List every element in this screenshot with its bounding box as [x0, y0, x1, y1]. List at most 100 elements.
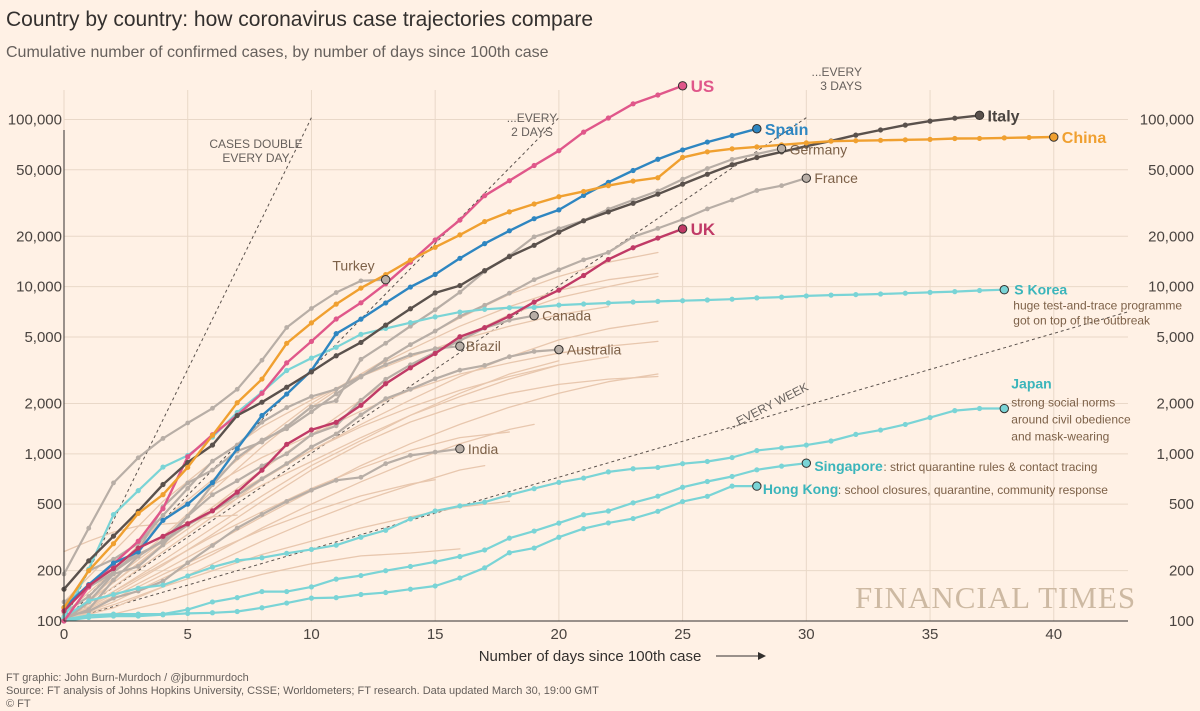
series-line-country	[63, 479, 436, 622]
data-point-china	[605, 183, 611, 189]
data-point-uk	[655, 235, 661, 241]
data-point-canada	[210, 492, 215, 498]
chart-title: Country by country: how coronavirus case…	[6, 8, 594, 31]
data-point-france	[630, 234, 636, 240]
data-point-india	[284, 499, 290, 504]
data-point-france	[234, 455, 240, 461]
data-point-canada	[506, 317, 512, 323]
data-point-japan	[209, 564, 216, 570]
data-point-singapore	[778, 463, 785, 469]
data-point-spain	[110, 560, 117, 566]
data-point-spain	[482, 241, 488, 247]
data-point-japan	[803, 442, 809, 448]
graphic-credit: FT graphic: John Burn-Murdoch / @jburnmu…	[6, 672, 249, 684]
y-tick-label-left: 20,000	[16, 228, 62, 245]
data-point-japan	[828, 438, 834, 444]
data-point-s-korea	[110, 511, 117, 518]
data-point-hong-kong	[457, 575, 463, 581]
data-point-china	[902, 137, 908, 143]
data-point-china	[110, 541, 117, 547]
data-point-china	[86, 568, 92, 574]
data-point-turkey	[111, 480, 116, 486]
data-point-s-korea	[457, 309, 463, 315]
data-point-china	[284, 340, 290, 346]
data-point-france	[432, 328, 438, 334]
data-point-hong-kong	[506, 550, 512, 556]
data-point-japan	[407, 516, 414, 522]
data-point-japan	[383, 527, 389, 533]
data-point-spain	[358, 316, 364, 322]
data-point-italy	[506, 254, 512, 260]
data-point-canada	[383, 376, 389, 382]
x-tick-label: 15	[427, 626, 444, 643]
data-point-uk	[605, 256, 611, 263]
data-source: Source: FT analysis of Johns Hopkins Uni…	[6, 685, 599, 697]
data-point-japan	[160, 582, 166, 588]
series-label-italy: Italy	[988, 108, 1020, 125]
data-point-s-korea	[506, 305, 512, 311]
data-point-france	[506, 290, 512, 296]
data-point-australia	[309, 444, 314, 450]
data-point-s-korea	[655, 298, 661, 304]
data-point-hong-kong	[605, 520, 611, 526]
data-point-s-korea	[605, 300, 611, 306]
data-point-france	[729, 197, 735, 203]
data-point-japan	[556, 479, 562, 485]
data-point-spain	[457, 255, 463, 261]
data-point-uk	[506, 313, 512, 319]
data-point-hong-kong	[234, 608, 240, 615]
data-point-italy	[160, 481, 166, 488]
data-point-france	[556, 267, 562, 273]
data-point-france	[680, 217, 686, 222]
data-point-france	[779, 183, 784, 189]
y-tick-label-left: 10,000	[16, 279, 62, 296]
data-point-s-korea	[927, 289, 933, 295]
x-tick-label: 5	[184, 626, 192, 643]
data-point-china	[209, 432, 216, 438]
data-point-india	[160, 578, 166, 584]
data-point-spain	[506, 228, 512, 234]
data-point-italy	[680, 181, 686, 187]
data-point-singapore	[333, 576, 339, 582]
data-point-canada	[333, 423, 339, 429]
data-point-uk	[259, 467, 265, 473]
data-point-canada	[284, 451, 290, 457]
data-point-germany	[408, 323, 413, 329]
data-point-turkey	[358, 278, 364, 284]
data-point-brazil	[185, 486, 191, 491]
data-point-italy	[556, 229, 562, 235]
data-point-japan	[902, 421, 908, 428]
data-point-china	[655, 175, 661, 181]
data-point-germany	[729, 156, 735, 162]
doubling-guide-label-line: EVERY DAY	[222, 151, 289, 165]
data-point-japan	[853, 431, 859, 437]
chart-footer: FT graphic: John Burn-Murdoch / @jburnmu…	[6, 672, 599, 711]
y-tick-label-right: 5,000	[1156, 329, 1194, 346]
x-tick-label: 10	[303, 626, 320, 643]
data-point-australia	[86, 594, 92, 599]
data-point-brazil	[210, 458, 215, 464]
data-point-australia	[358, 412, 364, 418]
data-point-italy	[407, 306, 414, 312]
data-point-s-korea	[630, 299, 636, 305]
data-point-s-korea	[308, 355, 315, 361]
data-point-singapore	[630, 500, 636, 506]
data-point-china	[754, 144, 760, 150]
y-tick-label-left: 50,000	[16, 162, 62, 179]
series-line-us	[62, 84, 684, 623]
data-point-italy	[927, 118, 933, 124]
doubling-guide-label: ...EVERY 3 DAYS	[812, 65, 862, 93]
data-point-singapore	[729, 473, 735, 480]
data-point-china	[927, 136, 933, 142]
data-point-spain	[383, 300, 389, 306]
data-point-germany	[457, 289, 463, 295]
data-point-italy	[432, 290, 438, 296]
data-point-japan	[581, 475, 587, 481]
data-point-spain	[432, 271, 438, 278]
data-point-france	[704, 206, 710, 212]
series-label-japan: Japan	[1011, 376, 1051, 392]
data-point-brazil	[358, 373, 364, 379]
data-point-france	[309, 409, 314, 415]
data-point-germany	[680, 176, 686, 182]
data-point-uk	[457, 334, 463, 340]
